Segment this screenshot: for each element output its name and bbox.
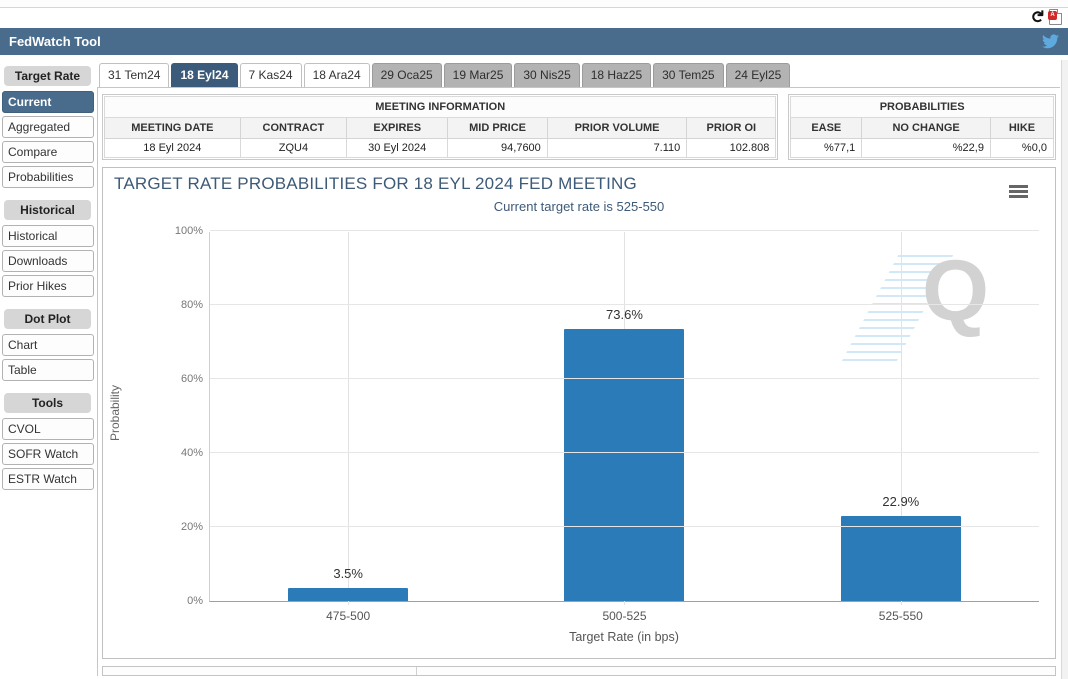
meeting-info-value-0: 18 Eyl 2024	[104, 138, 241, 158]
bar-value-label-500-525: 73.6%	[606, 306, 643, 322]
tab-30-tem25[interactable]: 30 Tem25	[653, 63, 724, 87]
x-category-label-525-550: 525-550	[878, 609, 923, 623]
tab-content-panel: MEETING INFORMATION MEETING DATE CONTRACT…	[97, 87, 1060, 676]
sidebar-item-current[interactable]: Current	[2, 91, 94, 113]
bar-value-label-525-550: 22.9%	[882, 494, 920, 510]
refresh-icon[interactable]: ↻	[1027, 9, 1047, 24]
meeting-info-header-4: PRIOR VOLUME	[546, 117, 688, 139]
y-tick-80%: 80%	[180, 299, 203, 311]
sidebar-item-estr-watch[interactable]: ESTR Watch	[2, 468, 94, 490]
sidebar-item-chart[interactable]: Chart	[2, 334, 94, 356]
page-title: FedWatch Tool	[9, 34, 101, 49]
twitter-icon[interactable]	[1042, 34, 1059, 49]
meeting-date-tabs: 31 Tem24 18 Eyl24 7 Kas24 18 Ara24 29 Oca25 1…	[99, 63, 1060, 87]
meeting-info-value-5: 102.808	[686, 138, 777, 158]
sidebar-item-prior-hikes[interactable]: Prior Hikes	[2, 275, 94, 297]
chart-subtitle: Current target rate is 525-550	[493, 199, 665, 214]
sidebar-item-sofr-watch[interactable]: SOFR Watch	[2, 443, 94, 465]
tab-29-oca25[interactable]: 29 Oca25	[371, 63, 442, 87]
sidebar: Target Rate Current Aggregated Compare Proba…	[0, 55, 95, 679]
meeting-information-table: MEETING INFORMATION MEETING DATE CONTRACT…	[102, 94, 779, 160]
probabilities-header-2: HIKE	[989, 117, 1055, 139]
meeting-info-header-5: PRIOR OI	[686, 117, 777, 139]
next-panel-cell	[103, 667, 418, 675]
meeting-info-value-4: 7.110	[546, 138, 688, 158]
probabilities-value-2: %0,0	[989, 138, 1055, 158]
meeting-info-value-1: ZQU4	[239, 138, 348, 158]
gridline-40%	[210, 452, 1039, 453]
gridline-20%	[210, 526, 1039, 527]
plot-area: Q 3.5% 475-500 73.6% 500-525 22.9% 525-550 0%…	[175, 225, 1039, 623]
browser-top-strip: ↻ A	[0, 0, 1068, 28]
tab-30-nis25[interactable]: 30 Nis25	[514, 63, 580, 87]
probabilities-value-0: %77,1	[790, 138, 863, 158]
probabilities-header-0: EASE	[790, 117, 863, 139]
probabilities-value-1: %22,9	[861, 138, 991, 158]
probabilities-table: PROBABILITIES EASE NO CHANGE HIKE %77,1 %22…	[788, 94, 1056, 160]
target-rate-chart: TARGET RATE PROBABILITIES FOR 18 EYL 202…	[102, 167, 1056, 659]
chart-column-500-525: 73.6% 500-525	[486, 232, 762, 623]
tab-7-kas24[interactable]: 7 Kas24	[239, 63, 302, 87]
meeting-info-header-2: EXPIRES	[346, 117, 449, 139]
tool-header-bar: FedWatch Tool	[0, 28, 1068, 55]
probabilities-title: PROBABILITIES	[790, 96, 1054, 118]
x-category-label-500-525: 500-525	[602, 609, 647, 623]
top-divider	[0, 0, 1068, 8]
probabilities-header-1: NO CHANGE	[861, 117, 991, 139]
sidebar-section-historical: Historical	[4, 200, 91, 220]
probability-bar-475-500	[288, 588, 409, 601]
gridline-60%	[210, 378, 1039, 379]
tab-19-mar25[interactable]: 19 Mar25	[443, 63, 513, 87]
chart-title: TARGET RATE PROBABILITIES FOR 18 EYL 202…	[114, 174, 637, 193]
tab-18-haz25[interactable]: 18 Haz25	[581, 63, 652, 87]
hamburger-menu-icon[interactable]	[1009, 185, 1028, 200]
x-category-label-475-500: 475-500	[326, 609, 371, 623]
meeting-info-header-1: CONTRACT	[239, 117, 348, 139]
category-gridline	[900, 232, 902, 605]
y-tick-100%: 100%	[174, 225, 203, 237]
chart-column-475-500: 3.5% 475-500	[210, 232, 486, 623]
y-tick-40%: 40%	[180, 447, 203, 459]
right-scrollbar-gutter[interactable]	[1061, 60, 1068, 679]
bar-value-label-475-500: 3.5%	[333, 566, 363, 582]
y-tick-0%: 0%	[187, 595, 203, 607]
y-tick-60%: 60%	[180, 373, 203, 385]
pdf-export-icon[interactable]: A	[1048, 8, 1062, 25]
gridline-80%	[210, 304, 1039, 305]
x-axis-title: Target Rate (in bps)	[569, 630, 679, 644]
y-tick-20%: 20%	[180, 521, 203, 533]
category-gridline	[348, 232, 350, 605]
meeting-info-value-2: 30 Eyl 2024	[346, 138, 449, 158]
probability-bar-525-550	[840, 516, 961, 601]
sidebar-item-table[interactable]: Table	[2, 359, 94, 381]
sidebar-item-cvol[interactable]: CVOL	[2, 418, 94, 440]
meeting-info-header-3: MID PRICE	[447, 117, 548, 139]
pdf-icon-fold	[1057, 8, 1062, 14]
meeting-info-value-3: 94,7600	[447, 138, 548, 158]
meeting-information-title: MEETING INFORMATION	[103, 96, 777, 118]
chart-column-525-550: 22.9% 525-550	[763, 232, 1039, 623]
sidebar-item-probabilities[interactable]: Probabilities	[2, 166, 94, 188]
gridline-100%	[210, 230, 1039, 231]
next-panel-partial	[102, 666, 1056, 676]
probability-bar-500-525	[564, 328, 685, 601]
pdf-icon-badge: A	[1048, 10, 1057, 20]
y-axis-title: Probability	[108, 384, 122, 442]
sidebar-section-tools: Tools	[4, 393, 91, 413]
sidebar-item-downloads[interactable]: Downloads	[2, 250, 94, 272]
sidebar-item-historical[interactable]: Historical	[2, 225, 94, 247]
tab-31-tem24[interactable]: 31 Tem24	[99, 63, 170, 87]
sidebar-item-aggregated[interactable]: Aggregated	[2, 116, 94, 138]
sidebar-section-dot-plot: Dot Plot	[4, 309, 91, 329]
tab-18-eyl24[interactable]: 18 Eyl24	[171, 63, 238, 87]
sidebar-item-compare[interactable]: Compare	[2, 141, 94, 163]
meeting-info-header-0: MEETING DATE	[104, 117, 241, 139]
sidebar-section-target-rate: Target Rate	[4, 66, 91, 86]
tab-24-eyl25[interactable]: 24 Eyl25	[725, 63, 791, 87]
main-panel: 31 Tem24 18 Eyl24 7 Kas24 18 Ara24 29 Oca25 1…	[95, 55, 1068, 679]
tab-18-ara24[interactable]: 18 Ara24	[303, 63, 370, 87]
